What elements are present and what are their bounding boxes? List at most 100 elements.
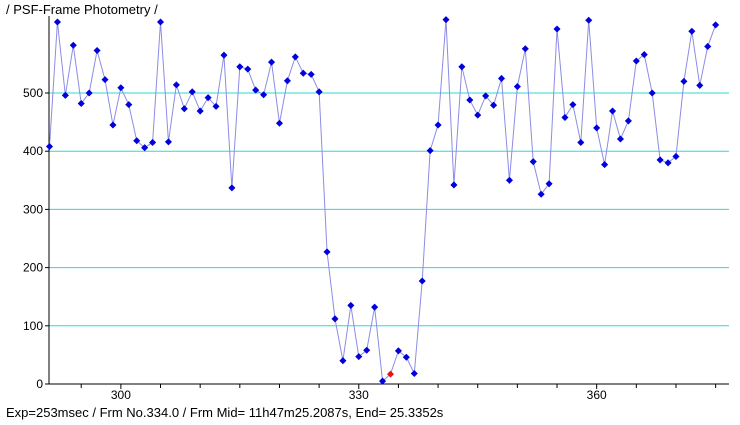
data-point [125,101,133,109]
data-point [537,190,545,198]
y-tick-label: 0 [36,377,43,391]
data-point [545,180,553,188]
y-tick-label: 200 [23,261,43,275]
data-point [648,89,656,97]
data-point [156,18,165,26]
data-point [172,81,180,89]
data-point [434,121,442,129]
data-point [69,41,77,49]
data-point [418,277,426,285]
data-point [529,158,537,166]
data-point [577,138,585,147]
data-point [53,18,61,26]
data-point [283,77,291,85]
data-point [212,102,220,110]
data-point [672,152,680,160]
data-point [656,156,664,164]
gridlines [49,92,729,327]
data-point [553,25,561,33]
data-point [490,101,498,109]
data-point [228,184,236,192]
data-point [291,53,299,61]
y-tick-label: 100 [23,319,43,333]
data-point [252,86,260,94]
y-tick-label: 500 [23,86,43,100]
data-point [640,51,648,59]
data-point [624,117,632,125]
data-point [149,138,157,147]
data-point [45,143,54,151]
data-point [402,353,410,361]
data-point [712,21,720,29]
data-point [410,369,418,378]
data-point [450,181,458,189]
data-point [101,76,109,84]
data-point [180,105,188,113]
axes [45,16,729,389]
data-point [85,89,93,97]
data-point [299,69,307,77]
data-point [331,315,339,323]
data-point [632,57,640,65]
data-point [204,94,212,102]
data-point [696,81,704,89]
frame-status: Exp=253msec / Frm No.334.0 / Frm Mid= 11… [6,405,444,420]
data-point [442,16,450,24]
data-point [680,77,688,85]
data-point [307,70,315,78]
x-tick-label: 360 [587,388,607,402]
data-point [355,353,363,361]
data-point [133,137,141,145]
data-point [569,101,577,109]
data-point [585,16,593,24]
data-point [466,96,474,104]
x-tick-label: 330 [349,388,369,402]
data-point [236,63,244,71]
data-point [688,27,696,35]
data-point [704,42,712,50]
y-tick-label: 300 [23,202,43,216]
data-point [616,135,624,143]
data-point [458,63,466,71]
data-point [561,113,569,121]
data-point [93,46,101,55]
data-point [323,248,331,256]
data-point [196,107,204,115]
data-point [593,124,601,132]
data-point [220,51,228,59]
data-point [474,111,482,119]
data-point [664,159,672,167]
data-point [426,147,434,155]
data-point-current [386,370,395,378]
x-tick-label: 300 [111,388,131,402]
data-point [347,301,355,309]
tick-labels: 0 100 200 300 400 500 300 330 360 [23,86,607,402]
data-point [521,45,529,53]
data-point [379,377,387,385]
chart-title: / PSF-Frame Photometry / [6,2,158,17]
data-point [164,138,172,146]
data-point [363,346,371,354]
data-point [244,65,252,73]
data-point [482,92,490,100]
data-point [268,58,276,66]
data-point [275,119,284,127]
data-point [394,347,402,355]
series-line [49,19,717,383]
data-point [608,107,617,115]
data-point [77,99,85,108]
data-point [188,88,196,96]
data-point [339,357,347,365]
data-point [141,144,149,152]
data-point [371,303,379,311]
data-point [109,121,117,129]
data-point [260,91,268,99]
data-point [601,161,609,169]
data-point [117,84,125,92]
data-point [505,176,513,184]
y-tick-label: 400 [23,144,43,158]
data-point [513,83,521,91]
data-point [497,74,506,82]
data-points [45,16,720,385]
